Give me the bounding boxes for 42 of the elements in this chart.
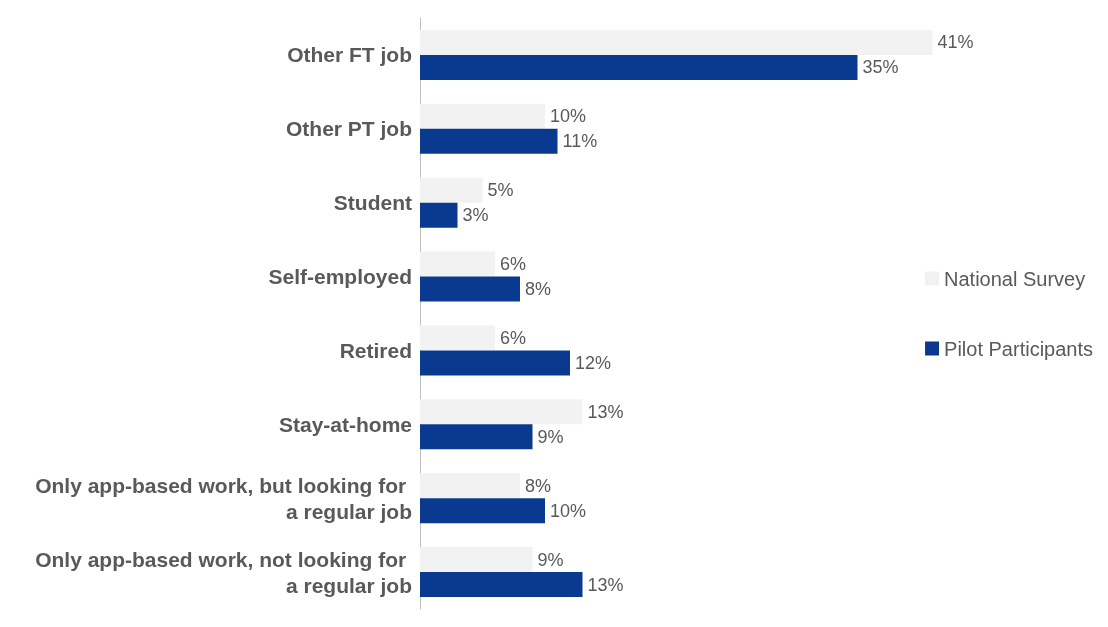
y-tick-label: Other FT job (287, 43, 412, 67)
y-tick-label: Only app-based work, not looking for a regular job (35, 547, 412, 597)
bar (420, 202, 458, 228)
data-label: 8% (525, 279, 552, 300)
data-label: 5% (487, 180, 514, 201)
y-tick-label: Student (333, 191, 413, 215)
bar (420, 325, 495, 351)
data-label: 35% (862, 57, 899, 78)
data-label: 13% (587, 401, 624, 422)
bar (420, 572, 583, 598)
bar (420, 424, 533, 450)
bar (420, 54, 858, 80)
bar (420, 251, 495, 277)
bar (420, 399, 583, 425)
bar (420, 128, 558, 154)
data-label: 10% (550, 500, 587, 521)
y-tick-label: Self-employed (268, 265, 412, 289)
data-label: 3% (462, 205, 489, 226)
data-label: 13% (587, 574, 624, 595)
data-label: 10% (550, 106, 587, 127)
legend-label: Pilot Participants (944, 337, 1094, 360)
bar (420, 29, 933, 55)
y-tick-label: Only app-based work, but looking for a regular job (35, 473, 412, 523)
y-tick-label: Stay-at-home (278, 412, 412, 436)
bar (420, 276, 520, 302)
bar (420, 547, 533, 573)
y-tick-label: Retired (339, 338, 412, 362)
data-label: 9% (537, 426, 564, 447)
bar (420, 473, 520, 499)
data-label: 8% (525, 475, 552, 496)
data-label: 9% (537, 549, 564, 570)
data-label: 11% (562, 131, 598, 152)
y-tick-label: Other PT job (286, 117, 412, 141)
legend-label: National Survey (944, 267, 1086, 290)
bar (420, 498, 545, 524)
data-label: 6% (500, 254, 527, 275)
bar (420, 103, 545, 129)
bar (420, 177, 483, 203)
data-label: 12% (575, 352, 612, 373)
data-label: 41% (937, 32, 974, 53)
data-label: 6% (500, 327, 527, 348)
bar (420, 350, 570, 376)
